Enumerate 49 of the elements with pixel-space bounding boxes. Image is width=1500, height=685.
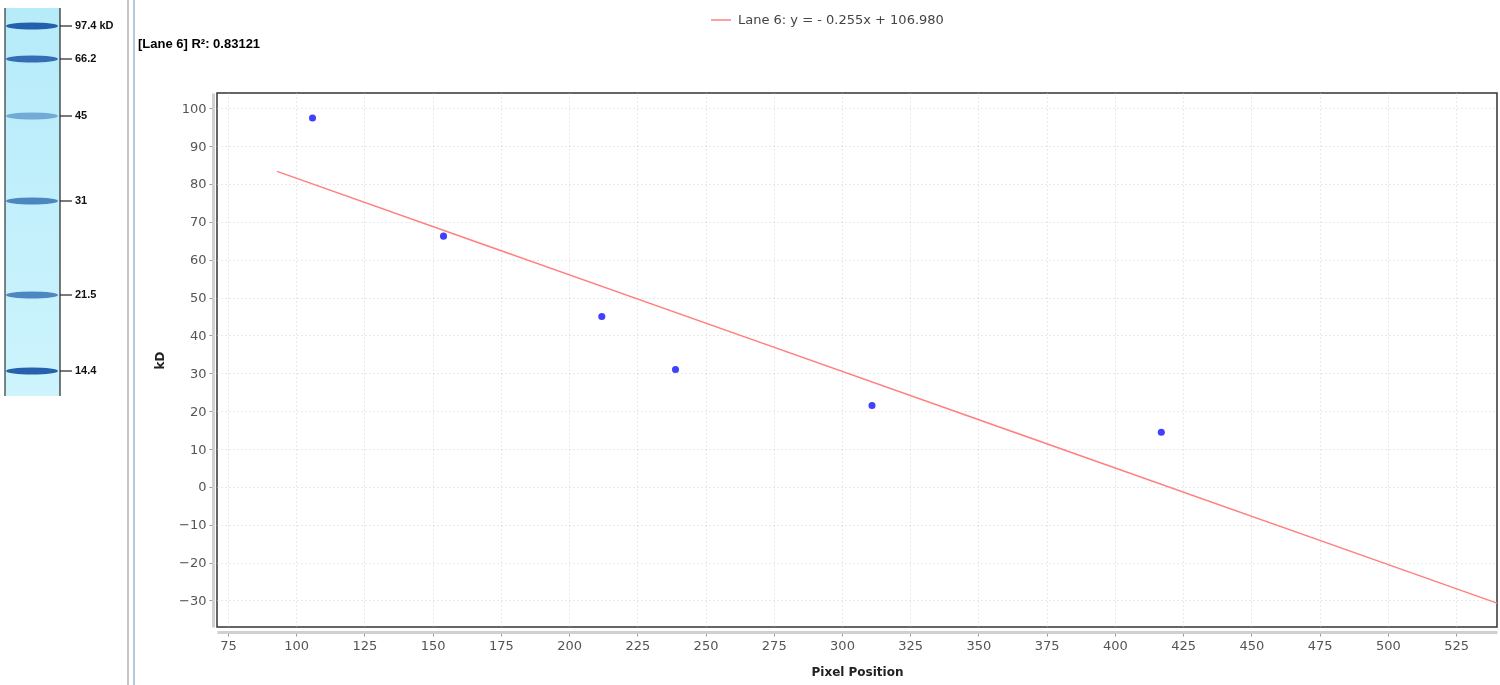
y-tick-label: 40 xyxy=(189,327,207,343)
x-axis-title: Pixel Position xyxy=(811,664,904,679)
point xyxy=(671,365,680,373)
point xyxy=(308,114,317,122)
y-tick-label: 100 xyxy=(181,100,207,116)
x-tick-label: 450 xyxy=(1239,637,1265,653)
y-tick-label: 20 xyxy=(189,403,207,419)
text: 14.4 xyxy=(75,364,97,377)
y-tick-label: 70 xyxy=(189,214,207,230)
x-tick-label: 125 xyxy=(352,637,378,653)
point xyxy=(598,312,606,320)
x-tick-label: 250 xyxy=(693,637,719,653)
y-tick-label: −30 xyxy=(179,592,207,608)
legend-label: Lane 6: y = - 0.255x + 106.980 xyxy=(738,12,944,27)
y-tick-label: −10 xyxy=(179,517,207,533)
y-tick-label: 50 xyxy=(189,290,207,306)
x-tick-label: 100 xyxy=(284,637,310,653)
text: 45 xyxy=(75,109,88,122)
point xyxy=(1157,428,1165,436)
x-tick-label: 325 xyxy=(898,637,924,653)
x-tick-label: 350 xyxy=(966,637,992,653)
point xyxy=(868,401,876,409)
x-tick-label: 150 xyxy=(420,637,446,653)
x-tick-label: 275 xyxy=(761,637,787,653)
y-tick-label: 90 xyxy=(189,138,207,154)
y-tick-label: 60 xyxy=(189,252,207,268)
y-tick-label: 80 xyxy=(189,176,207,192)
text: 97.4 kD xyxy=(75,19,114,32)
y-axis-title: kD xyxy=(153,351,168,370)
x-tick-label: 500 xyxy=(1375,637,1401,653)
y-tick-label: 30 xyxy=(189,365,207,381)
y-tick-label: 10 xyxy=(189,441,207,457)
text: 21.5 xyxy=(75,288,97,301)
point xyxy=(439,232,448,240)
y-tick-label: −20 xyxy=(179,555,207,571)
x-tick-label: 300 xyxy=(830,637,855,653)
x-tick-label: 375 xyxy=(1034,637,1060,653)
x-tick-label: 525 xyxy=(1444,637,1469,653)
y-tick-label: 0 xyxy=(198,479,207,495)
text: 31 xyxy=(75,194,88,207)
x-tick-label: 75 xyxy=(220,637,237,653)
x-tick-label: 200 xyxy=(557,637,582,653)
x-tick-label: 175 xyxy=(488,637,514,653)
x-tick-label: 475 xyxy=(1307,637,1333,653)
x-tick-label: 425 xyxy=(1171,637,1197,653)
text: 66.2 xyxy=(75,52,97,65)
chart-title: [Lane 6] R²: 0.83121 xyxy=(138,36,261,51)
x-tick-label: 225 xyxy=(625,637,651,653)
x-tick-label: 400 xyxy=(1103,637,1128,653)
